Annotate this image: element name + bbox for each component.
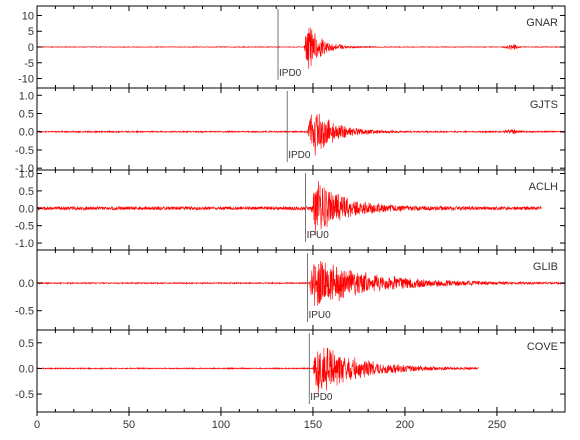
y-tick-label: 0.5	[19, 109, 34, 121]
panel-aclh: IPU0 ACLH 1.0 0.5 0.0 -0.5 -1.0	[15, 168, 566, 251]
y-tick-label: -1.0	[15, 238, 34, 250]
y-tick-label: -10	[18, 74, 34, 86]
y-tick-label: 1.0	[19, 168, 34, 180]
panels-group: IPD0 GNAR 10 5 0 -5 -10 IPD0 GJTS 1.0 0.5 0.0 -0.5 -1…	[15, 5, 566, 413]
y-tick-label: -5	[24, 58, 34, 70]
panel-glib: IPU0 GLIB 0.0 -0.5	[15, 249, 566, 331]
y-tick-label: 1.0	[19, 90, 34, 102]
x-tick-label: 50	[123, 419, 135, 431]
y-tick-label: 5	[28, 26, 34, 38]
pick-label: IPD0	[288, 150, 311, 161]
y-tick-label: 0.5	[19, 338, 34, 350]
y-tick-label: -1.0	[15, 163, 34, 175]
y-tick-label: 0.0	[19, 278, 34, 290]
y-tick-label: 0.5	[19, 186, 34, 198]
panel-frame	[36, 249, 566, 331]
x-tick-label: 100	[212, 419, 230, 431]
y-tick-label: 0.0	[19, 203, 34, 215]
x-tick-label: 250	[488, 419, 506, 431]
panel-gjts: IPD0 GJTS 1.0 0.5 0.0 -0.5 -1.0	[15, 87, 566, 175]
x-axis: 0 50 100 150 200 250	[34, 412, 506, 431]
waveform-trace-gnar	[37, 27, 565, 69]
y-tick-label: 0.0	[19, 127, 34, 139]
y-tick-label: 10	[22, 10, 34, 22]
pick-label: IPU0	[307, 230, 330, 241]
pick-label: IPU0	[308, 310, 331, 321]
waveform-trace-cove	[37, 347, 479, 395]
x-tick-label: 0	[34, 419, 40, 431]
y-tick-label: -0.5	[15, 306, 34, 318]
x-tick-label: 150	[304, 419, 322, 431]
station-label-gnar: GNAR	[526, 17, 558, 29]
waveform-trace-aclh	[37, 181, 542, 236]
station-label-glib: GLIB	[533, 261, 558, 273]
station-label-gjts: GJTS	[530, 99, 558, 111]
y-tick-label: 0	[28, 42, 34, 54]
x-tick-label: 200	[396, 419, 414, 431]
waveform-trace-gjts	[37, 113, 565, 156]
waveform-trace-glib	[37, 261, 565, 306]
panel-cove: IPD0 COVE 0.5 0.0 -0.5	[15, 329, 566, 413]
panel-frame	[36, 329, 566, 413]
station-label-aclh: ACLH	[529, 181, 558, 193]
station-label-cove: COVE	[527, 341, 558, 353]
y-tick-label: -0.5	[15, 221, 34, 233]
y-tick-label: 0.0	[19, 363, 34, 375]
pick-label: IPD0	[279, 68, 302, 79]
panel-gnar: IPD0 GNAR 10 5 0 -5 -10	[18, 5, 566, 89]
pick-label: IPD0	[310, 392, 333, 403]
y-tick-label: -0.5	[15, 145, 34, 157]
y-tick-label: -0.5	[15, 389, 34, 401]
